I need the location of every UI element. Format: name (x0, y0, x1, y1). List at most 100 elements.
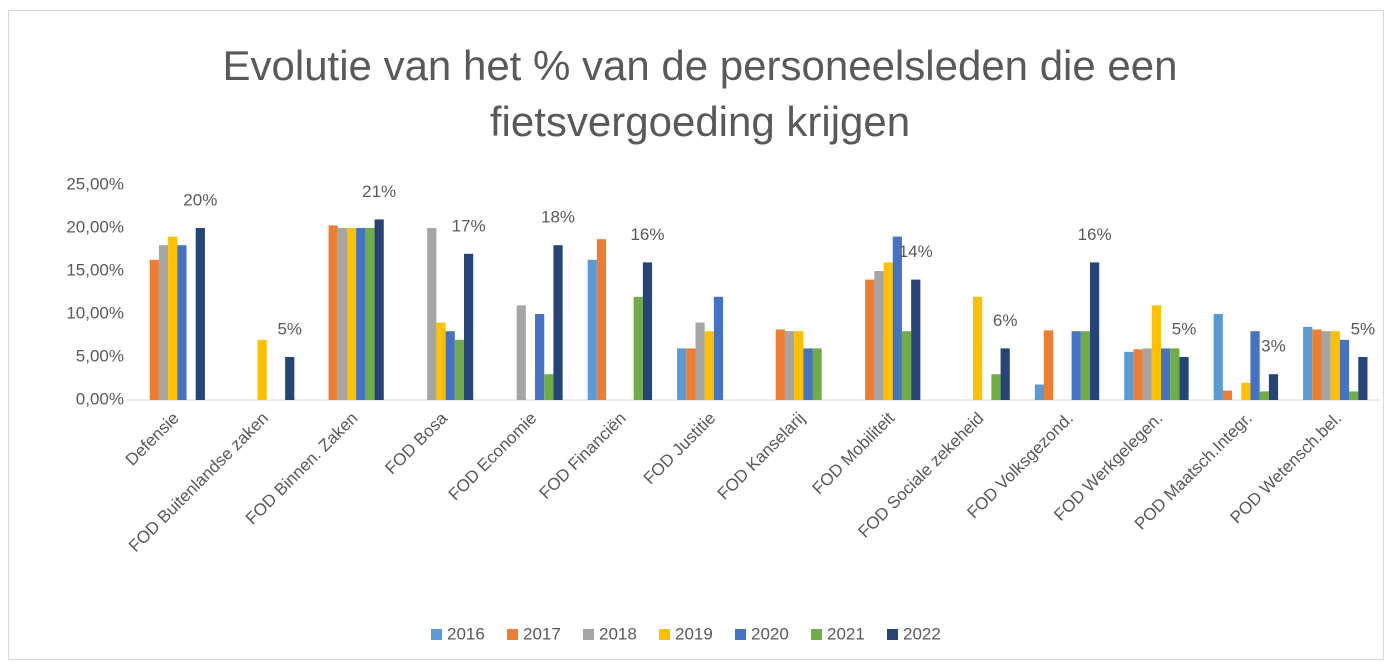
bar (587, 259, 597, 400)
bar (1133, 349, 1143, 400)
bar (346, 228, 357, 400)
x-tick-label: FOD Bosa (381, 408, 451, 478)
bar (445, 331, 455, 400)
legend-swatch (431, 629, 442, 640)
bar (874, 271, 884, 400)
bar (257, 339, 267, 400)
bar (695, 322, 705, 400)
x-tick-label: FOD Mobiliteit (809, 408, 899, 498)
legend-label: 2020 (751, 624, 789, 643)
bar (1071, 331, 1081, 400)
bar (865, 279, 875, 400)
bar (972, 296, 983, 400)
bar (374, 219, 384, 400)
bar (1250, 331, 1260, 400)
bar (1339, 339, 1350, 400)
bar (704, 331, 714, 400)
bar (516, 305, 526, 400)
data-label: 5% (1172, 319, 1197, 338)
bar (677, 348, 687, 400)
bar (1000, 348, 1010, 400)
bar (337, 228, 347, 400)
bar (1312, 329, 1322, 400)
bar (775, 329, 785, 400)
x-tick-label: FOD Financiën (536, 409, 630, 503)
legend-swatch (735, 629, 746, 640)
x-tick-label: Defensie (122, 409, 183, 470)
bar (911, 279, 921, 400)
bar (892, 236, 902, 400)
bar (596, 239, 607, 400)
bar (1124, 351, 1134, 400)
bar (158, 245, 169, 400)
data-label: 21% (362, 182, 396, 201)
bar (464, 253, 474, 400)
data-label: 18% (541, 208, 575, 227)
legend-label: 2017 (523, 624, 561, 643)
bar (1213, 314, 1223, 400)
bar (1222, 390, 1233, 400)
bar (1241, 382, 1251, 400)
bar (454, 339, 464, 400)
y-tick-label: 10,00% (66, 303, 124, 322)
bar (427, 228, 437, 400)
y-tick-label: 15,00% (66, 260, 124, 279)
bar (195, 228, 205, 400)
y-tick-label: 5,00% (76, 346, 124, 365)
data-label: 6% (993, 311, 1018, 330)
bar (1142, 348, 1152, 400)
x-tick-label: FOD Justitie (640, 409, 720, 489)
legend-swatch (583, 629, 594, 640)
bar (1358, 357, 1368, 400)
bar (1268, 374, 1279, 400)
bar (642, 262, 653, 400)
data-label: 3% (1261, 337, 1286, 356)
bar (633, 296, 643, 400)
legend-label: 2018 (599, 624, 637, 643)
bar (328, 225, 338, 400)
chart-title: Evolutie van het % van de personeelslede… (222, 42, 1178, 145)
bar (535, 314, 545, 400)
bar (1090, 262, 1100, 400)
bar (365, 228, 375, 400)
bar (1330, 331, 1340, 400)
bar (803, 348, 813, 400)
bar (901, 331, 912, 400)
bar (177, 245, 187, 400)
chart-frame (8, 10, 1384, 660)
bar (686, 348, 696, 400)
bar (1080, 331, 1090, 400)
data-label: 5% (277, 319, 302, 338)
legend-label: 2021 (827, 624, 865, 643)
data-label: 16% (630, 225, 664, 244)
bar (544, 374, 554, 400)
bar (1170, 348, 1180, 400)
bar (1044, 330, 1054, 400)
data-label: 5% (1351, 319, 1376, 338)
y-tick-label: 0,00% (76, 389, 124, 408)
legend-swatch (659, 629, 670, 640)
bar (784, 331, 795, 400)
data-label: 17% (452, 216, 486, 235)
data-label: 14% (899, 242, 933, 261)
data-label: 16% (1078, 225, 1112, 244)
y-tick-label: 20,00% (66, 217, 124, 236)
bar (812, 348, 822, 400)
bar (991, 374, 1001, 400)
bar (1259, 391, 1269, 400)
legend-label: 2022 (903, 624, 941, 643)
bar (1349, 391, 1359, 400)
bar (794, 331, 804, 400)
bar (1303, 326, 1313, 400)
bar (553, 245, 563, 400)
bar (1179, 357, 1189, 400)
bar (149, 259, 159, 400)
bar (436, 322, 446, 400)
bar (356, 228, 366, 400)
legend-label: 2016 (447, 624, 485, 643)
bar (1321, 331, 1331, 400)
legend-swatch (507, 629, 518, 640)
bar (713, 296, 724, 400)
